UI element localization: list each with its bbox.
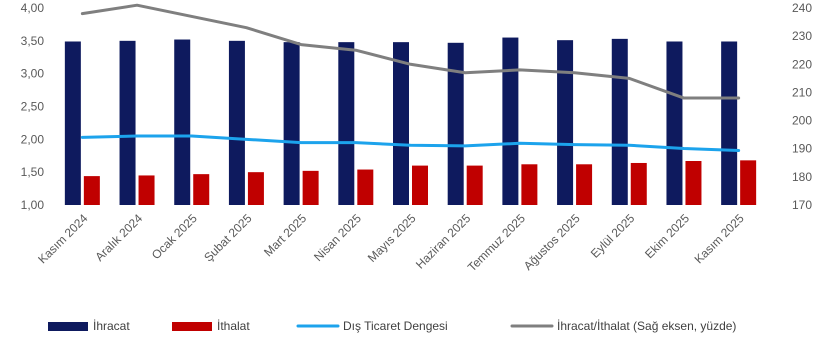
right-tick-label: 230: [792, 29, 812, 43]
bar-ihracat-3: [228, 40, 245, 205]
right-tick-label: 220: [792, 57, 812, 71]
bar-ithalat-8: [521, 164, 538, 205]
bar-ihracat-10: [611, 38, 628, 205]
left-tick-label: 2,00: [21, 132, 45, 146]
plot-area: [64, 3, 757, 206]
left-tick-label: 4,00: [21, 1, 45, 15]
x-tick-label: Haziran 2025: [413, 211, 474, 272]
right-axis: 170 180 190 200 210 220 230 240: [792, 1, 812, 212]
bar-ihracat-9: [557, 40, 574, 206]
x-tick-label: Temmuz 2025: [465, 211, 528, 274]
x-tick-label: Mayıs 2025: [365, 211, 419, 265]
bar-ithalat-12: [740, 160, 757, 205]
bar-ithalat-7: [466, 165, 483, 205]
right-tick-label: 180: [792, 170, 812, 184]
left-axis: 1,00 1,50 2,00 2,50 3,00 3,50 4,00: [21, 1, 45, 212]
bar-ihracat-2: [174, 39, 191, 205]
bar-ithalat-11: [685, 161, 702, 205]
bar-ihracat-6: [393, 42, 409, 206]
bar-ihracat-4: [283, 42, 300, 206]
bar-ithalat-4: [302, 170, 319, 205]
left-tick-label: 3,00: [21, 67, 45, 81]
left-tick-label: 2,50: [21, 100, 45, 114]
x-tick-label: Nisan 2025: [311, 211, 364, 264]
x-axis: Kasım 2024 Aralık 2024 Ocak 2025 Şubat 2025…: [35, 211, 747, 274]
bar-ihracat-1: [119, 40, 136, 205]
x-tick-label: Ekim 2025: [642, 211, 692, 261]
bar-ihracat-7: [447, 42, 464, 205]
bar-ihracat-5: [338, 42, 355, 206]
legend-label: İhracat/İthalat (Sağ eksen, yüzde): [557, 319, 736, 333]
right-tick-label: 200: [792, 114, 812, 128]
right-tick-label: 170: [792, 198, 812, 212]
legend-label: Dış Ticaret Dengesi: [343, 319, 448, 333]
x-tick-label: Ocak 2025: [149, 211, 200, 262]
bar-ithalat-2: [193, 174, 210, 205]
right-tick-label: 210: [792, 85, 812, 99]
bar-ihracat-8: [502, 37, 519, 205]
legend-swatch: [48, 322, 88, 331]
x-tick-label: Kasım 2024: [35, 211, 90, 266]
left-tick-label: 1,50: [21, 165, 45, 179]
x-tick-label: Mart 2025: [261, 211, 309, 259]
line-dis-ticaret-dengesi: [80, 134, 741, 152]
x-tick-label: Şubat 2025: [201, 211, 255, 265]
legend-label: İthalat: [217, 319, 250, 333]
legend-label: İhracat: [93, 319, 130, 333]
left-tick-label: 3,50: [21, 34, 45, 48]
bar-ithalat-10: [630, 162, 647, 205]
legend-swatch: [172, 322, 212, 331]
legend: İhracat İthalat Dış Ticaret Dengesi İhracat…: [48, 319, 736, 333]
left-tick-label: 1,00: [21, 198, 45, 212]
bar-ithalat-1: [138, 175, 155, 205]
bar-ithalat-6: [412, 165, 428, 205]
bar-ihracat-0: [64, 41, 81, 205]
bar-ihracat-12: [721, 41, 738, 205]
x-tick-label: Ağustos 2025: [521, 211, 583, 273]
bar-ithalat-5: [357, 169, 374, 205]
bar-ihracat-11: [666, 41, 683, 205]
right-tick-label: 240: [792, 1, 812, 15]
x-tick-label: Aralık 2024: [92, 211, 145, 264]
x-tick-label: Eylül 2025: [588, 211, 638, 261]
bar-ithalat-3: [247, 172, 264, 205]
right-tick-label: 190: [792, 142, 812, 156]
bar-ithalat-0: [83, 176, 100, 205]
line-ihracat-ithalat-ratio: [80, 3, 741, 100]
x-tick-label: Kasım 2025: [692, 211, 747, 266]
bar-ithalat-9: [576, 164, 593, 205]
